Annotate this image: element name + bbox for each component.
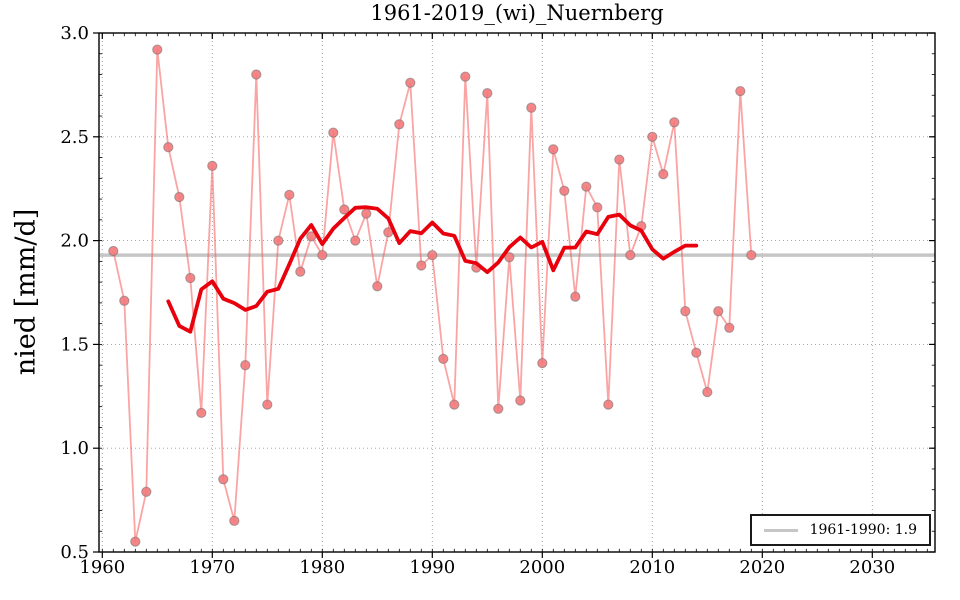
x-tick-label: 2020 xyxy=(739,557,785,578)
data-point-marker xyxy=(207,160,218,172)
chart-title: 1961-2019_(wi)_Nuernberg xyxy=(370,1,664,25)
data-point-marker xyxy=(240,360,251,371)
legend-line-sample xyxy=(763,528,798,532)
data-point-marker xyxy=(262,399,273,410)
data-point-marker xyxy=(515,395,526,406)
data-point-marker xyxy=(581,181,592,192)
data-point-marker xyxy=(427,249,438,261)
x-tick-label: 2000 xyxy=(519,557,565,578)
x-tick-label: 2010 xyxy=(629,557,675,578)
data-point-marker xyxy=(548,144,559,155)
data-point-marker xyxy=(449,399,460,410)
axes-frame xyxy=(98,32,936,553)
data-point-marker xyxy=(372,281,383,292)
data-point-marker xyxy=(537,357,548,369)
data-point-marker xyxy=(482,88,493,99)
y-tick-label: 1.5 xyxy=(60,334,89,355)
data-point-marker xyxy=(152,44,163,55)
data-point-marker xyxy=(570,291,581,302)
running-mean-line xyxy=(166,205,699,334)
data-point-marker xyxy=(460,71,471,82)
y-tick-label: 1.0 xyxy=(60,438,89,459)
y-tick-label: 2.0 xyxy=(60,231,89,252)
x-tick-label: 1990 xyxy=(409,557,455,578)
legend-label: 1961-1990: 1.9 xyxy=(809,522,917,538)
data-point-marker xyxy=(702,386,713,398)
data-point-marker xyxy=(185,272,196,284)
data-point-marker xyxy=(647,131,658,142)
data-point-marker xyxy=(658,169,669,180)
data-point-marker xyxy=(108,245,119,257)
data-point-marker xyxy=(174,191,185,203)
data-point-marker xyxy=(614,154,625,165)
data-point-marker xyxy=(130,536,141,547)
data-point-marker xyxy=(196,407,207,419)
x-tick-label: 1960 xyxy=(79,557,125,578)
data-point-marker xyxy=(438,353,449,365)
data-point-marker xyxy=(713,306,724,317)
data-point-marker xyxy=(504,252,515,263)
data-point-marker xyxy=(625,249,636,261)
data-point-marker xyxy=(603,399,614,410)
legend: 1961-1990: 1.9 xyxy=(749,514,931,546)
y-tick-label: 3.0 xyxy=(60,23,89,44)
data-point-marker xyxy=(273,235,284,246)
data-point-marker xyxy=(416,260,427,271)
data-point-marker xyxy=(339,204,350,215)
data-point-marker xyxy=(724,322,735,333)
data-point-marker xyxy=(229,515,240,527)
data-point-marker xyxy=(361,208,372,219)
x-tick-label: 2030 xyxy=(849,557,895,578)
data-point-marker xyxy=(746,249,757,261)
data-point-marker xyxy=(317,249,328,261)
x-tick-label: 1970 xyxy=(189,557,235,578)
data-point-marker xyxy=(141,486,152,497)
data-point-marker xyxy=(295,266,306,277)
data-point-marker xyxy=(251,69,262,80)
data-point-marker xyxy=(218,474,229,485)
y-axis-label: nied [mm/d] xyxy=(10,208,42,376)
data-point-marker xyxy=(284,189,295,201)
x-tick-label: 1980 xyxy=(299,557,345,578)
data-point-marker xyxy=(691,347,702,358)
data-point-marker xyxy=(405,77,416,88)
y-tick-label: 2.5 xyxy=(60,127,89,148)
data-point-marker xyxy=(119,295,130,306)
data-point-marker xyxy=(669,117,680,128)
data-point-marker xyxy=(328,127,339,138)
data-point-marker xyxy=(163,142,174,153)
y-tick-label: 0.5 xyxy=(60,542,89,563)
data-point-marker xyxy=(592,202,603,213)
data-point-marker xyxy=(493,403,504,414)
annual-series-line xyxy=(112,48,753,543)
data-point-marker xyxy=(526,102,537,113)
data-point-marker xyxy=(350,235,361,246)
data-point-marker xyxy=(735,85,746,97)
data-point-marker xyxy=(559,185,570,196)
data-point-marker xyxy=(680,306,691,317)
data-point-marker xyxy=(394,119,405,130)
